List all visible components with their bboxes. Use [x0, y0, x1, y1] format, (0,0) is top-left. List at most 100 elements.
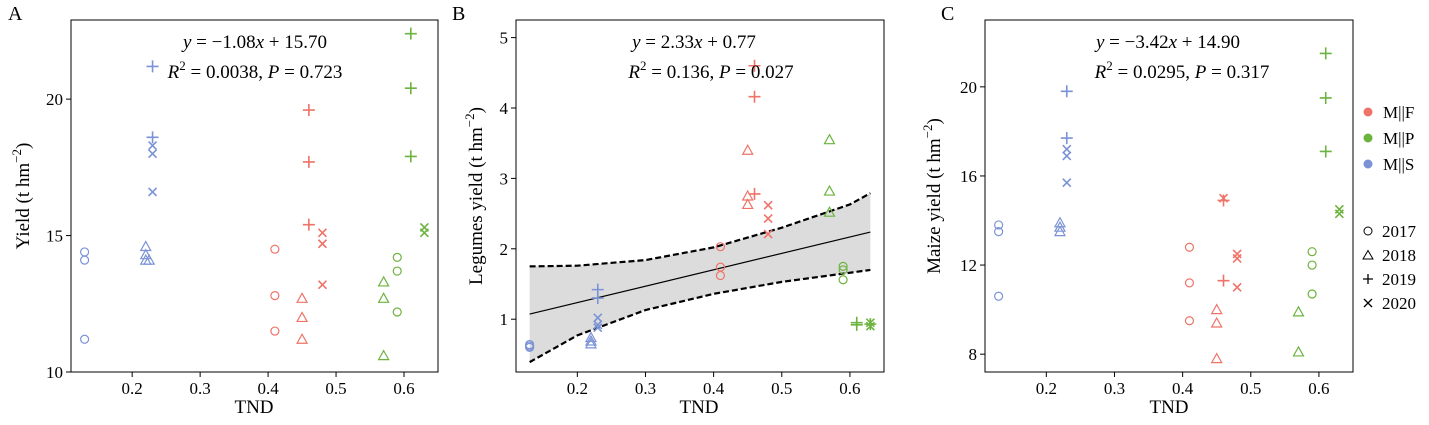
panel-b-x-tick-label: 0.4: [703, 379, 725, 398]
panel-b-x-tick-label: 0.6: [839, 379, 860, 398]
panel-b-y-tick-label: 3: [500, 169, 509, 188]
point-ms-cross: [147, 140, 158, 151]
panel-c-y-tick-label: 8: [969, 345, 978, 364]
point-ms-triangle: [143, 253, 156, 265]
point-ms-plus: [146, 131, 159, 144]
point-mf-triangle: [296, 292, 309, 303]
point-mp-plus: [864, 318, 877, 331]
panel-a-y-axis-title: Yield (t hm−2): [9, 143, 34, 250]
legend-group-entry-ms: M||S: [1363, 155, 1414, 174]
confidence-lower-line: [529, 268, 871, 364]
panel-a-equation: y = −1.08x + 15.70: [181, 32, 327, 53]
point-ms-circle: [79, 334, 90, 344]
legend-group-entry-mf: M||F: [1363, 103, 1414, 122]
point-ms-cross: [593, 313, 603, 323]
panel-b-r2-stats: R2 = 0.136, P = 0.027: [627, 58, 793, 83]
panel-c-x-axis-title: TND: [1149, 397, 1188, 418]
point-mf-cross: [317, 228, 328, 238]
point-ms-cross: [147, 187, 158, 197]
panel-a-x-axis-title: TND: [234, 397, 273, 418]
panel-a-y-tick-label: 15: [46, 227, 63, 246]
point-ms-triangle: [584, 337, 597, 349]
legend-label-mp: M||P: [1383, 129, 1414, 148]
legend-year-entry-2017: 2017: [1363, 222, 1417, 241]
point-mp-cross: [1334, 204, 1344, 214]
point-ms-triangle: [584, 331, 597, 343]
legend-label-ms: M||S: [1383, 155, 1414, 174]
panel-b-y-axis-title: Legumes yield (t hm−2): [462, 107, 487, 285]
panel-b-y-tick-label: 2: [500, 240, 509, 259]
panel-b-x-axis-title: TND: [679, 397, 718, 418]
panel-a-axes: 0.2 0.3 0.4 0.5 0.6 10 15 20: [46, 90, 415, 398]
point-ms-plus: [1060, 132, 1073, 145]
panel-c-x-tick-label: 0.6: [1308, 379, 1329, 398]
point-mp-cross: [865, 321, 875, 331]
panel-c-y-axis-title: Maize yield (t hm−2): [920, 118, 945, 274]
point-mf-triangle: [1210, 303, 1223, 315]
panel-b-confidence-band: [529, 192, 871, 364]
panel-c-x-tick-label: 0.2: [1036, 379, 1057, 398]
point-ms-triangle: [139, 248, 152, 260]
panel-a: A 0.2 0.3 0.4 0.5 0.6 10 15 20 y = −1.08x + 15.…: [8, 3, 439, 418]
point-ms-triangle: [584, 334, 597, 346]
panel-c-plot-frame: [984, 19, 1354, 373]
panel-b-axes: 0.2 0.3 0.4 0.5 0.6 1 2 3 4 5: [500, 29, 861, 398]
point-mp-triangle: [823, 133, 836, 145]
point-mf-circle: [715, 242, 726, 252]
point-mf-plus: [1217, 274, 1230, 287]
point-mf-circle: [1184, 278, 1195, 288]
panel-b-equation: y = 2.33x + 0.77: [630, 32, 756, 53]
point-mf-cross: [317, 280, 328, 290]
point-mp-plus: [1319, 91, 1332, 104]
point-mp-triangle: [377, 349, 390, 361]
point-mp-plus: [850, 318, 863, 331]
panel-b-x-tick-label: 0.3: [635, 379, 656, 398]
point-mf-cross: [1232, 249, 1242, 259]
point-ms-triangle: [1053, 225, 1066, 237]
point-mp-circle: [1307, 247, 1317, 257]
panel-b-label: B: [452, 3, 465, 25]
panel-b-plot-frame: [515, 19, 885, 373]
point-mf-triangle: [1210, 352, 1223, 364]
point-mp-circle: [392, 266, 402, 276]
point-mp-plus: [404, 150, 417, 163]
point-mp-circle: [838, 261, 848, 271]
point-mf-plus: [748, 90, 761, 103]
panel-c-equation: y = −3.42x + 14.90: [1094, 32, 1240, 53]
point-ms-cross: [1062, 144, 1072, 154]
point-mp-circle: [838, 265, 848, 275]
point-mf-circle: [715, 270, 726, 281]
point-mf-circle: [270, 326, 280, 336]
point-mp-circle: [1307, 289, 1317, 299]
legend-year-2018: 2018: [1382, 246, 1416, 265]
panel-c-y-tick-label: 16: [960, 167, 977, 186]
legend: M||F M||P M||S 2017 2018 2019 2020: [1362, 103, 1417, 313]
point-mp-cross: [419, 228, 429, 238]
point-mf-cross: [1218, 193, 1229, 203]
point-ms-circle: [525, 342, 535, 352]
legend-group-entry-mp: M||P: [1363, 129, 1414, 148]
panel-b-x-tick-label: 0.5: [771, 379, 792, 398]
panel-a-y-tick-label: 10: [46, 363, 63, 382]
point-mf-cross: [317, 239, 328, 249]
legend-year-2017: 2017: [1382, 222, 1417, 241]
panel-c-axes: 0.2 0.3 0.4 0.5 0.6 8 12 16 20: [960, 78, 1330, 398]
confidence-upper-line: [529, 192, 871, 268]
panel-c-x-tick-label: 0.4: [1172, 379, 1194, 398]
panel-c-marks: [994, 47, 1344, 364]
panel-c-y-tick-label: 20: [960, 78, 977, 97]
panel-c-x-tick-label: 0.5: [1240, 379, 1261, 398]
point-ms-circle: [79, 247, 90, 257]
panel-b-y-tick-label: 4: [500, 99, 509, 118]
panel-c: C 0.2 0.3 0.4 0.5 0.6 8 12 16 20 y = −3.42x + 14…: [920, 3, 1354, 418]
panel-a-x-tick-label: 0.3: [190, 379, 211, 398]
panel-a-x-tick-label: 0.2: [122, 379, 143, 398]
point-mf-cross: [1232, 253, 1242, 263]
point-mf-triangle: [741, 198, 754, 210]
point-mp-plus: [1319, 145, 1332, 158]
point-mp-circle: [392, 252, 402, 262]
point-ms-plus: [146, 60, 159, 73]
point-mp-triangle: [377, 275, 390, 287]
